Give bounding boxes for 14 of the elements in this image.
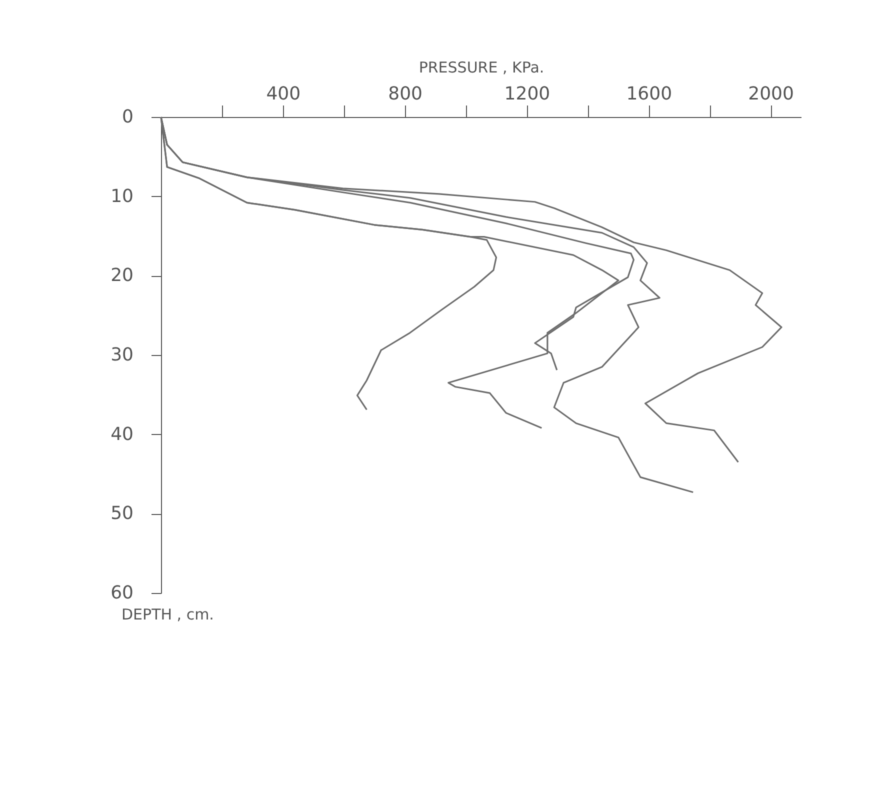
x-tick-label: 800	[388, 84, 422, 104]
y-axis-title: DEPTH , cm.	[122, 606, 214, 624]
y-tick-label: 0	[122, 106, 134, 128]
y-tick-label: 40	[110, 424, 134, 445]
x-axis-title: PRESSURE , KPa.	[418, 58, 544, 76]
y-tick-label: 20	[110, 265, 134, 286]
x-tick-label: 400	[266, 84, 301, 104]
x-tick-label: 1200	[504, 84, 550, 104]
y-tick-label: 30	[110, 344, 134, 366]
x-tick-label: 2000	[748, 84, 794, 104]
x-tick-label: 1600	[626, 84, 672, 104]
y-tick-label: 10	[110, 186, 134, 207]
y-tick-label: 60	[110, 582, 134, 604]
y-tick-label: 50	[110, 503, 134, 524]
